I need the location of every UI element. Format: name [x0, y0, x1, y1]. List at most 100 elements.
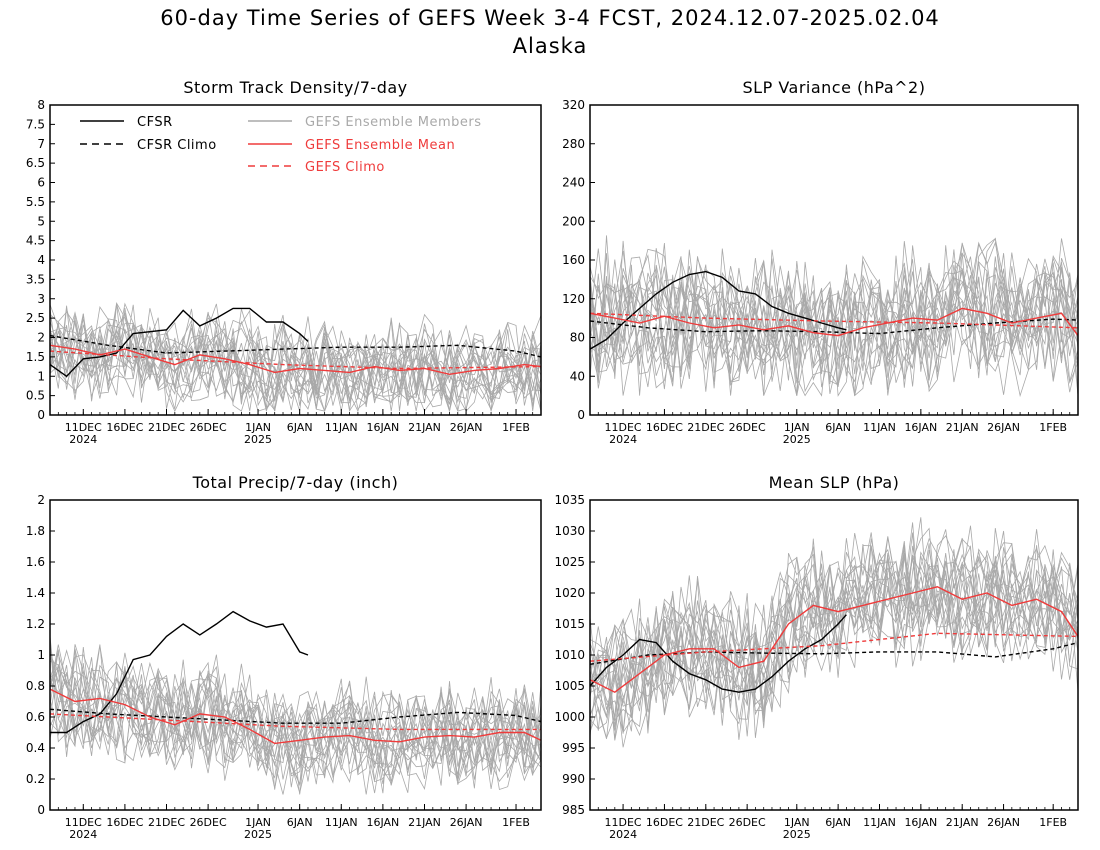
series-line-cfsr	[589, 614, 847, 693]
x-tick-label: 26JAN	[450, 421, 483, 434]
y-tick-label: 995	[562, 741, 585, 755]
x-tick-year-label: 2025	[244, 828, 272, 841]
y-tick-label: 1035	[554, 493, 585, 507]
x-tick-year-label: 2024	[609, 828, 637, 841]
y-tick-label: 0.8	[26, 679, 45, 693]
y-tick-label: 0	[37, 408, 45, 422]
chart-panel-1: Storm Track Density/7-day 0 0.5 1 1.5 2 2.5 3 3.…	[26, 78, 542, 446]
x-tick-label: 26DEC	[729, 816, 766, 829]
ensemble-member-line	[49, 302, 542, 406]
x-tick-label: 11DEC	[605, 421, 642, 434]
y-tick-label: 0	[577, 408, 585, 422]
y-tick-label: 1030	[554, 524, 585, 538]
series-line-cfsr-climo	[49, 708, 542, 724]
x-tick-label: 11JAN	[863, 421, 896, 434]
x-tick-label: 16DEC	[106, 421, 143, 434]
x-tick-label: 21DEC	[687, 421, 724, 434]
ensemble-member-line	[589, 538, 1079, 734]
ensemble-member-line	[589, 549, 1079, 748]
x-tick-label: 16JAN	[904, 421, 937, 434]
y-tick-label: 1.5	[26, 350, 45, 364]
y-tick-label: 2	[37, 493, 45, 507]
x-tick-label: 6JAN	[287, 816, 313, 829]
y-tick-label: 6.5	[26, 156, 45, 170]
series-line-cfsr	[589, 270, 847, 350]
x-tick-label: 16JAN	[366, 421, 399, 434]
y-tick-label: 4.5	[26, 234, 45, 248]
y-tick-label: 7.5	[26, 117, 45, 131]
ensemble-member-line	[589, 241, 1079, 397]
ensemble-member-line	[49, 320, 542, 413]
x-tick-label: 11DEC	[65, 816, 102, 829]
legend-item: CFSR	[80, 115, 173, 130]
ensemble-member-line	[49, 664, 542, 788]
series-line-gefs-climo	[49, 350, 542, 370]
x-tick-year-label: 2025	[783, 828, 811, 841]
ensemble-member-line	[49, 320, 542, 409]
x-tick-label: 21DEC	[148, 816, 185, 829]
ensemble-member-line	[49, 661, 542, 786]
ensemble-member-line	[49, 306, 542, 412]
x-tick-label: 26DEC	[190, 816, 227, 829]
ensemble-member-line	[589, 545, 1079, 731]
legend-label: GEFS Climo	[305, 160, 385, 175]
x-tick-label: 21DEC	[687, 816, 724, 829]
x-tick-label: 26DEC	[190, 421, 227, 434]
x-tick-label: 21JAN	[408, 816, 441, 829]
x-tick-label: 11JAN	[325, 816, 358, 829]
series-line-gefs-ensemble-mean	[589, 586, 1079, 694]
y-tick-label: 1025	[554, 555, 585, 569]
x-tick-label: 16DEC	[646, 816, 683, 829]
x-tick-label: 1FEB	[1039, 816, 1067, 829]
y-tick-label: 4	[37, 253, 45, 267]
ensemble-member-line	[589, 535, 1079, 740]
x-tick-label: 21JAN	[946, 816, 979, 829]
x-tick-label: 26JAN	[987, 816, 1020, 829]
x-tick-label: 1JAN	[245, 816, 271, 829]
ensemble-member-line	[49, 313, 542, 413]
y-tick-label: 1005	[554, 679, 585, 693]
y-tick-label: 1015	[554, 617, 585, 631]
y-tick-label: 1.2	[26, 617, 45, 631]
x-tick-label: 11JAN	[863, 816, 896, 829]
legend: CFSR CFSR Climo GEFS Ensemble Members GEFS …	[80, 115, 481, 175]
chart-panel-2: SLP Variance (hPa^2) 0 40 80 120 160 200 240 280…	[562, 78, 1079, 446]
y-tick-label: 1.4	[26, 586, 45, 600]
chart-title: Storm Track Density/7-day	[183, 78, 407, 97]
y-tick-label: 0.2	[26, 772, 45, 786]
y-tick-label: 6	[37, 176, 45, 190]
x-tick-label: 1FEB	[502, 421, 530, 434]
x-tick-label: 1JAN	[245, 421, 271, 434]
x-tick-year-label: 2024	[69, 828, 97, 841]
y-tick-label: 1000	[554, 710, 585, 724]
ensemble-member-line	[589, 249, 1079, 396]
x-tick-year-label: 2025	[244, 433, 272, 446]
x-tick-label: 6JAN	[825, 421, 851, 434]
x-tick-label: 6JAN	[825, 816, 851, 829]
y-tick-label: 5	[37, 214, 45, 228]
y-tick-label: 990	[562, 772, 585, 786]
y-tick-label: 280	[562, 137, 585, 151]
x-tick-label: 21JAN	[408, 421, 441, 434]
ensemble-member-line	[589, 547, 1079, 737]
title-block: 60-day Time Series of GEFS Week 3-4 FCST…	[0, 4, 1100, 60]
y-tick-label: 2	[37, 331, 45, 345]
chart-panel-4: Mean SLP (hPa) 985 990 995 1000 1005 1010 1015 1…	[554, 473, 1079, 841]
y-tick-label: 320	[562, 98, 585, 112]
ensemble-member-line	[49, 304, 542, 412]
ensemble-member-line	[589, 549, 1079, 732]
ensemble-member-line	[49, 636, 542, 787]
ensemble-member-line	[589, 529, 1079, 739]
legend-item: GEFS Climo	[248, 160, 385, 175]
legend-label: CFSR	[137, 115, 173, 130]
y-tick-label: 8	[37, 98, 45, 112]
ensemble-members	[589, 517, 1079, 748]
legend-item: CFSR Climo	[80, 138, 216, 153]
series-line-cfsr-climo	[589, 641, 1079, 665]
y-tick-label: 1020	[554, 586, 585, 600]
x-tick-label: 16DEC	[646, 421, 683, 434]
x-tick-label: 1JAN	[784, 421, 810, 434]
ensemble-member-line	[49, 644, 542, 789]
y-tick-label: 200	[562, 214, 585, 228]
chart-title: Mean SLP (hPa)	[769, 473, 900, 492]
